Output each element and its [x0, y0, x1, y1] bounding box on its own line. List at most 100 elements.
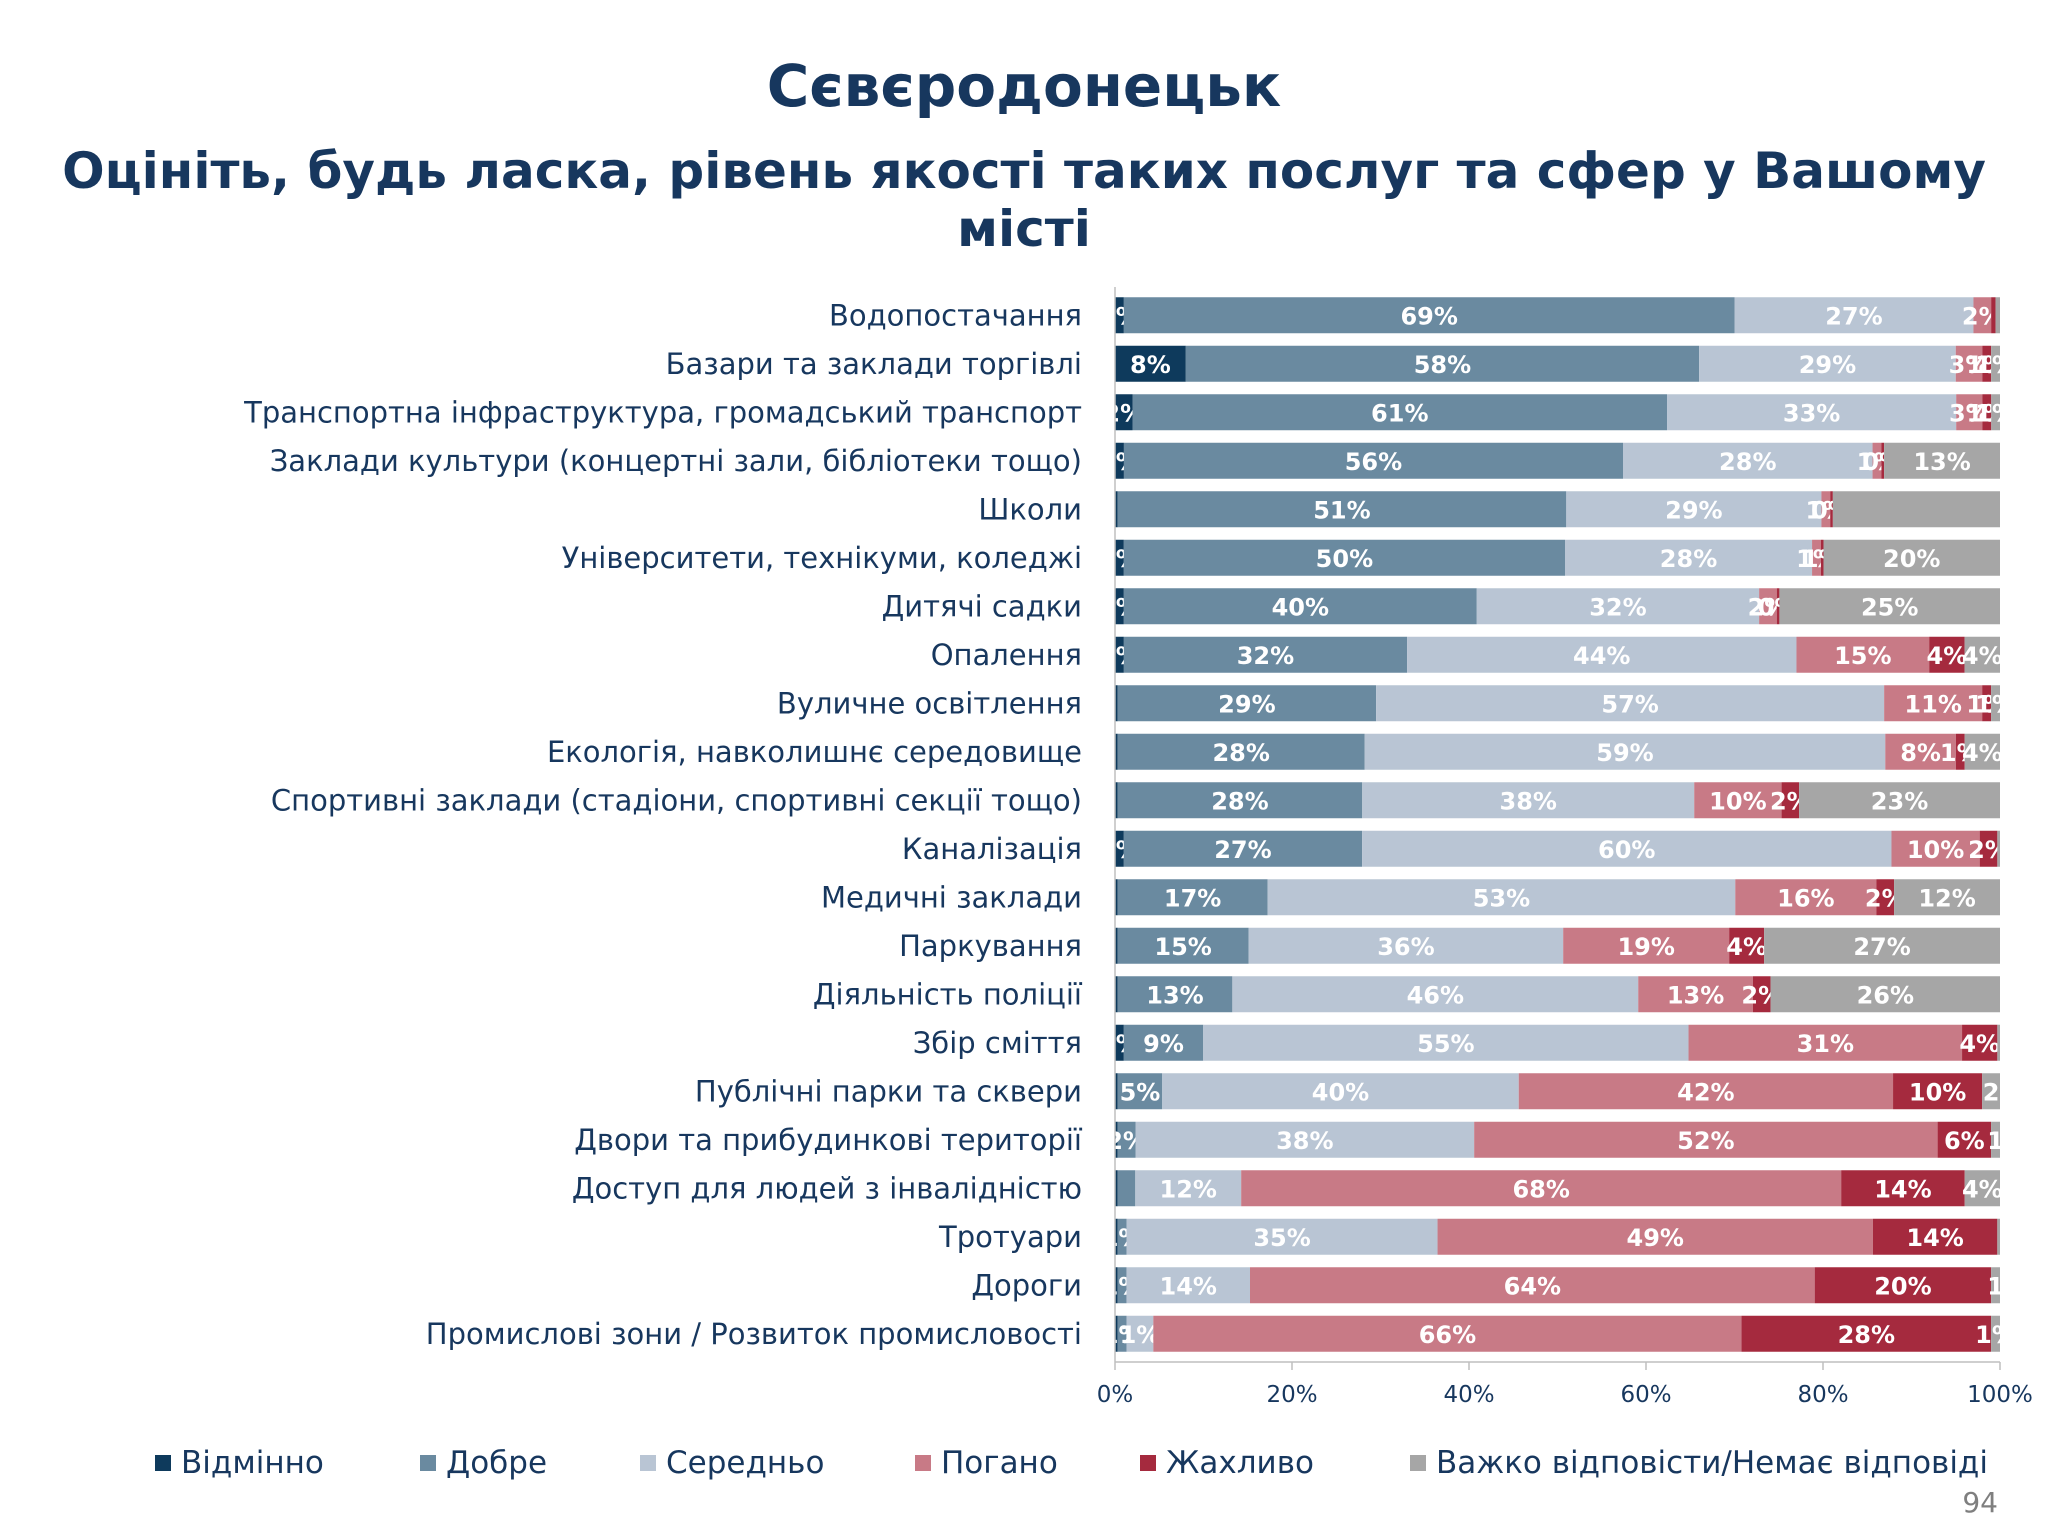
bar-segment — [1929, 636, 1965, 673]
legend-swatch — [640, 1455, 656, 1471]
bar-segment — [1126, 1315, 1154, 1352]
bar-segment — [1891, 830, 1980, 867]
bar-segment — [1955, 733, 1965, 770]
legend-swatch — [420, 1455, 436, 1471]
bar-segment — [1982, 394, 1992, 431]
category-label: Тротуари — [938, 1220, 1082, 1254]
bar-segment — [1991, 345, 2000, 382]
data-label: 27% — [1853, 933, 1910, 961]
bar-segment — [1115, 1315, 1118, 1352]
bar-segment — [1894, 879, 2000, 916]
chart-title: Оцініть, будь ласка, рівень якості таких… — [62, 142, 1986, 258]
x-tick-label: 100% — [1967, 1382, 2033, 1408]
data-label: 69% — [1400, 302, 1457, 330]
data-label: 1% — [1966, 399, 2007, 427]
data-label: 64% — [1504, 1272, 1561, 1300]
bar-segment — [1364, 733, 1886, 770]
category-label: Базари та заклади торгівлі — [666, 347, 1082, 381]
bar-segment — [1437, 1218, 1873, 1255]
legend-label: Важко відповісти/Немає відповіді — [1436, 1445, 1988, 1481]
bar-segment — [1115, 1218, 1118, 1255]
category-label: Університети, технікуми, коледжі — [562, 541, 1082, 575]
bar-segment — [1832, 491, 2000, 528]
legend-item: Добре — [420, 1438, 547, 1488]
legend-swatch — [1410, 1455, 1426, 1471]
bar-segment — [1699, 345, 1956, 382]
data-label: 29% — [1665, 496, 1722, 524]
category-label: Заклади культури (концертні зали, бібліо… — [270, 444, 1082, 478]
bar-segment — [1117, 685, 1377, 722]
bar-segment — [1566, 491, 1822, 528]
bar-segment — [1841, 1170, 1965, 1207]
legend-swatch — [915, 1455, 931, 1471]
data-label: 1% — [1975, 690, 2016, 718]
bar-segment — [1203, 1024, 1689, 1061]
data-label: 1 — [1987, 1127, 2004, 1155]
bar-segment — [1565, 539, 1813, 576]
bar-segment — [1872, 1218, 1998, 1255]
bar-segment — [1123, 1024, 1204, 1061]
bar-segment — [1623, 442, 1873, 479]
bar-segment — [1812, 539, 1821, 576]
bar-segment — [1796, 636, 1930, 673]
data-label: 15% — [1154, 933, 1211, 961]
legend-swatch — [1140, 1455, 1156, 1471]
bar-segment — [1729, 927, 1765, 964]
bar-segment — [1982, 1073, 2000, 1110]
bar-segment — [1123, 830, 1363, 867]
bar-segment — [1117, 1315, 1127, 1352]
bar-segment — [1115, 1170, 1118, 1207]
category-label: Публічні парки та сквери — [695, 1074, 1082, 1108]
bar-segment — [1991, 1267, 2000, 1304]
data-label: 10% — [1907, 836, 1964, 864]
data-label: 61% — [1371, 399, 1428, 427]
bar-segment — [1248, 927, 1564, 964]
bar-segment — [1799, 782, 2000, 819]
page-number: 94 — [1962, 1486, 1998, 1519]
data-label: 14% — [1160, 1272, 1217, 1300]
data-label: 13% — [1913, 448, 1970, 476]
data-label: 53% — [1473, 884, 1530, 912]
bar-segment — [1407, 636, 1797, 673]
bar-segment — [1688, 1024, 1963, 1061]
bar-segment — [1362, 782, 1695, 819]
bar-segment — [1115, 1267, 1118, 1304]
bar-segment — [1267, 879, 1736, 916]
data-label: 4% — [1962, 739, 2003, 767]
data-label: 40% — [1272, 593, 1329, 621]
bar-segment — [1115, 927, 1118, 964]
data-label: 46% — [1407, 981, 1464, 1009]
bar-segment — [1115, 879, 1118, 916]
category-label: Збір сміття — [913, 1026, 1082, 1060]
legend-label: Добре — [446, 1445, 548, 1481]
data-label: 28% — [1719, 448, 1776, 476]
data-label: 4% — [1962, 1175, 2003, 1203]
bar-segment — [1752, 976, 1771, 1013]
category-label: Вуличне освітлення — [777, 686, 1082, 720]
bar-segment — [1893, 1073, 1983, 1110]
bar-segment — [1518, 1073, 1894, 1110]
category-label: Медичні заклади — [821, 880, 1082, 914]
bar-segment — [1764, 927, 2000, 964]
data-label: 56% — [1345, 448, 1402, 476]
bar-segment — [1115, 297, 1124, 334]
data-label: 6% — [1944, 1127, 1985, 1155]
category-label: Дитячі садки — [882, 589, 1082, 623]
data-label: 8% — [1900, 739, 1941, 767]
data-label: 8% — [1130, 351, 1171, 379]
category-label: Двори та прибудинкові території — [574, 1123, 1083, 1157]
data-label: 44% — [1573, 642, 1630, 670]
bar-segment — [1991, 1315, 2000, 1352]
bar-segment — [1115, 830, 1124, 867]
bar-segment — [1821, 491, 1831, 528]
data-label: 32% — [1589, 593, 1646, 621]
bar-segment — [1474, 1121, 1938, 1158]
data-label: 27% — [1214, 836, 1271, 864]
data-label: 20% — [1874, 1272, 1931, 1300]
bar-segment — [1115, 636, 1124, 673]
bar-segment — [1997, 1024, 2000, 1061]
bar-segment — [1115, 394, 1133, 431]
data-label: 27% — [1825, 302, 1882, 330]
data-label: 32% — [1237, 642, 1294, 670]
